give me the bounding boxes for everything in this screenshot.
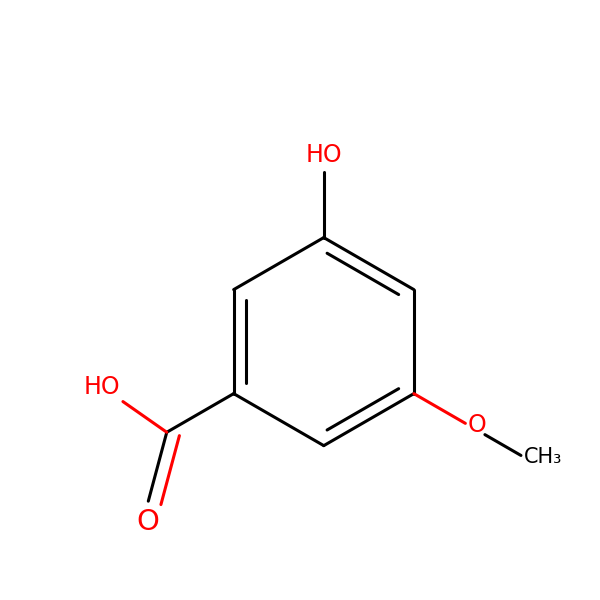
- Text: HO: HO: [305, 143, 342, 167]
- Text: O: O: [137, 508, 160, 536]
- Text: HO: HO: [83, 374, 120, 398]
- Text: O: O: [468, 413, 487, 437]
- Text: CH₃: CH₃: [524, 447, 562, 467]
